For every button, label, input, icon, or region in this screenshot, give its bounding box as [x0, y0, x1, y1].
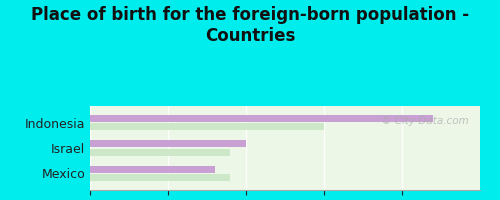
Bar: [90, 149, 230, 156]
Text: © City-Data.com: © City-Data.com: [380, 116, 468, 126]
Bar: [90, 140, 246, 147]
Text: Place of birth for the foreign-born population -
Countries: Place of birth for the foreign-born popu…: [31, 6, 469, 45]
Bar: [90, 174, 230, 181]
Bar: [90, 99, 114, 101]
Bar: [90, 123, 324, 130]
Bar: [90, 166, 215, 173]
Bar: [90, 115, 433, 122]
